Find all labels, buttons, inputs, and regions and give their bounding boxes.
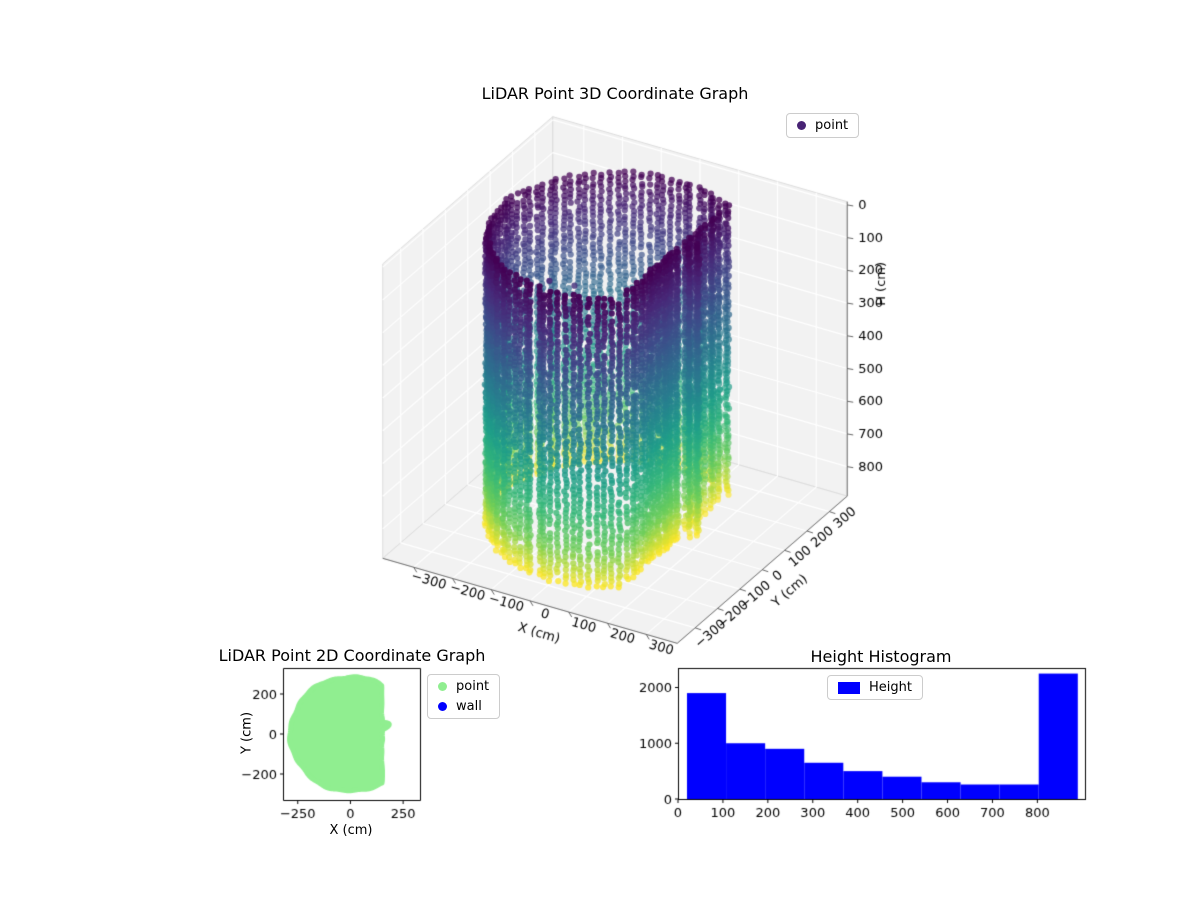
plot3d-legend: point: [786, 113, 860, 138]
point-marker-icon: [797, 121, 806, 130]
legend-item-height: Height: [838, 680, 912, 695]
legend-label: wall: [456, 699, 482, 714]
legend-item-point: point: [797, 118, 848, 133]
legend-label: point: [815, 118, 849, 133]
plot3d-canvas: [270, 95, 950, 660]
legend-item-point: point: [438, 679, 489, 694]
wall-marker-icon: [438, 702, 447, 711]
plot2d-canvas: [225, 640, 460, 855]
plot2d-xaxis-label: X (cm): [329, 823, 373, 838]
legend-item-wall: wall: [438, 699, 489, 714]
plot2d-yaxis-label: Y (cm): [239, 711, 255, 755]
point-marker-icon: [438, 682, 447, 691]
histogram-legend: Height: [827, 675, 923, 700]
plot2d-legend: point wall: [427, 674, 501, 719]
legend-label: Height: [869, 680, 912, 695]
histogram-canvas: [630, 640, 1110, 845]
legend-label: point: [456, 679, 490, 694]
height-marker-icon: [838, 681, 860, 694]
